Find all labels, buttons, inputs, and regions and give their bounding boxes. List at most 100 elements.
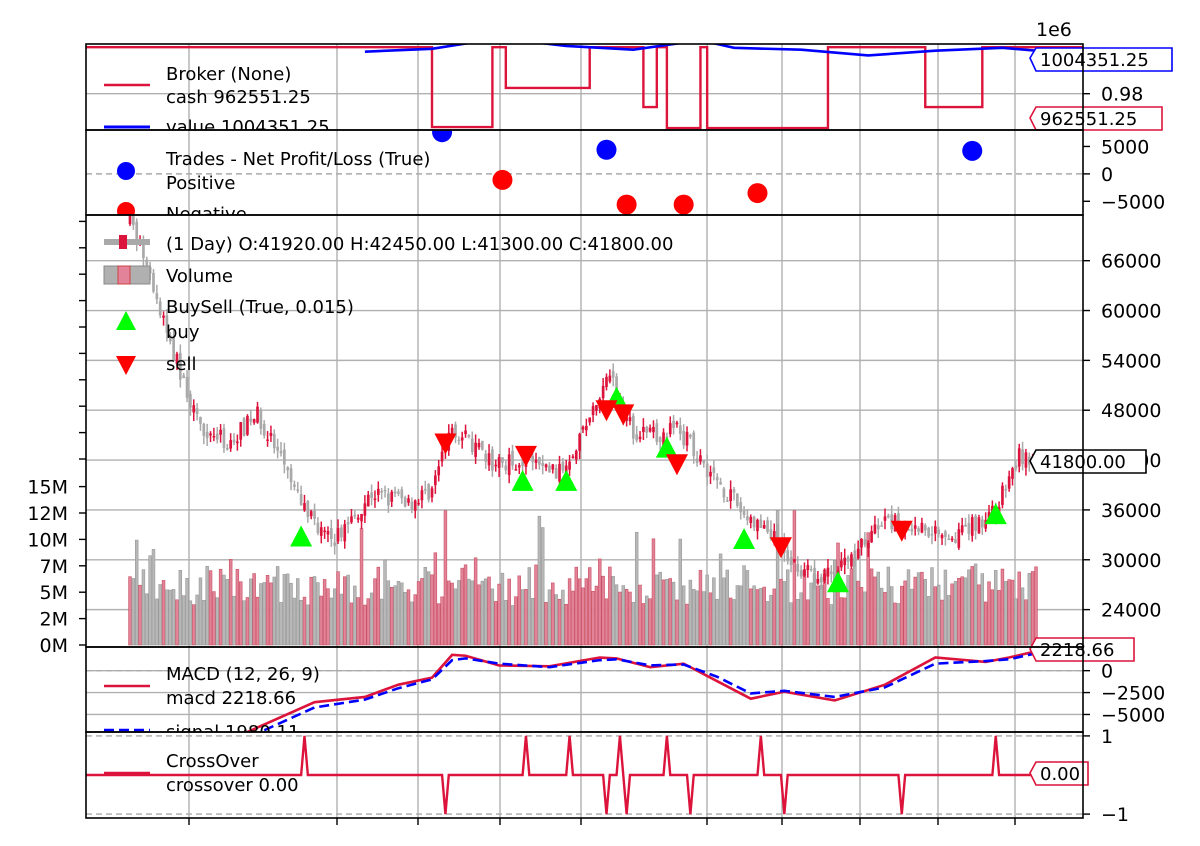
volume-bar (708, 592, 713, 646)
volume-bar (530, 597, 535, 646)
sell-marker (434, 433, 457, 455)
candle-body (430, 488, 434, 498)
volume-bar (977, 584, 981, 646)
volume-bar (836, 542, 840, 646)
volume-bar (500, 572, 505, 646)
volume-bar (782, 581, 787, 646)
price-legend: (1 Day) O:41920.00 H:42450.00 L:41300.00… (103, 234, 673, 375)
candle-body (789, 557, 793, 565)
volume-bar (534, 564, 538, 646)
candle-body (423, 488, 427, 491)
candle-body (262, 423, 266, 436)
volume-bar (275, 566, 280, 646)
volume-bar (390, 587, 394, 646)
volume-bar (359, 528, 364, 646)
volume-bar (416, 581, 421, 646)
candle-body (913, 525, 917, 529)
candle-body (752, 516, 756, 528)
volume-bar (896, 603, 901, 646)
candle-body (437, 466, 441, 476)
trades-legend-negative-marker (117, 202, 135, 215)
sell-marker (612, 404, 635, 426)
volume-bar (319, 595, 323, 646)
crossover-legend-title: CrossOver (166, 751, 259, 772)
candle-body (393, 491, 397, 494)
volume-bar (621, 585, 625, 646)
candle-body (165, 315, 169, 333)
candle-body (400, 489, 404, 499)
candle-body (678, 425, 682, 434)
candle-body (712, 467, 716, 473)
volume-bar (443, 510, 448, 646)
candle-body (497, 457, 501, 468)
volume-bar (218, 568, 223, 646)
candle-body (917, 528, 920, 532)
candle-body (350, 516, 353, 523)
candle-body (772, 531, 776, 538)
volume-bar (1007, 579, 1011, 646)
volume-bar (879, 587, 884, 646)
volume-bar (967, 569, 971, 646)
broker-cash-tag: 962551.25 (1029, 106, 1163, 131)
candle-body (434, 475, 437, 486)
volume-bar (188, 600, 193, 646)
candle-body (762, 524, 766, 529)
candle-body (719, 482, 722, 485)
candle-body (803, 569, 806, 576)
candle-body (910, 528, 914, 532)
crossover-value-tag: 0.00 (1029, 761, 1089, 786)
candle-body (736, 493, 739, 506)
candle-body (142, 240, 145, 259)
volume-legend-swatch-red (117, 265, 131, 285)
svg-text:2218.66: 2218.66 (1040, 640, 1114, 661)
candle-body (266, 439, 269, 441)
candle-body (303, 503, 306, 511)
volume-bar (692, 588, 696, 646)
volume-bar (332, 588, 337, 646)
volume-bar (299, 599, 303, 646)
volume-bar (406, 589, 411, 646)
volume-bar (886, 566, 891, 646)
volume-bar (557, 598, 562, 646)
y-tick-label: −5000 (1101, 704, 1165, 726)
candle-body (209, 433, 212, 436)
candle-body (336, 528, 340, 542)
volume-bar (598, 558, 602, 646)
y-tick-label: −1 (1101, 804, 1129, 826)
volume-bar (873, 576, 877, 646)
candle-body (809, 569, 813, 571)
volume-bar (1000, 568, 1005, 646)
volume-bar (316, 582, 320, 646)
candle-body (806, 565, 810, 570)
volume-bar (1010, 579, 1015, 646)
volume-bar (460, 567, 464, 646)
volume-bar (329, 597, 334, 646)
volume-bar (413, 594, 417, 646)
candle-body (504, 465, 508, 471)
volume-bar (346, 574, 350, 646)
positive-trade-point (432, 130, 453, 143)
volume-bar (933, 586, 938, 646)
volume-bar (876, 571, 880, 646)
candle-body (541, 462, 545, 467)
candle-body (759, 519, 763, 529)
candle-body (195, 408, 199, 415)
volume-bar (480, 580, 485, 646)
candle-body (474, 442, 477, 457)
volume-bar (363, 604, 367, 646)
buy-marker (655, 436, 678, 458)
volume-bar (255, 596, 260, 646)
candle-body (970, 517, 974, 536)
price-candles (128, 215, 1038, 590)
volume-bar (779, 578, 783, 646)
buy-legend-marker (116, 311, 136, 330)
volume-bar (987, 581, 991, 646)
volume-bar (426, 571, 431, 646)
candle-body (403, 497, 407, 507)
volume-bar (222, 574, 226, 646)
candle-body (1017, 448, 1021, 467)
candle-body (1027, 456, 1031, 465)
volume-bar (490, 588, 495, 646)
candle-body (571, 456, 575, 458)
volume-bar (470, 580, 474, 646)
